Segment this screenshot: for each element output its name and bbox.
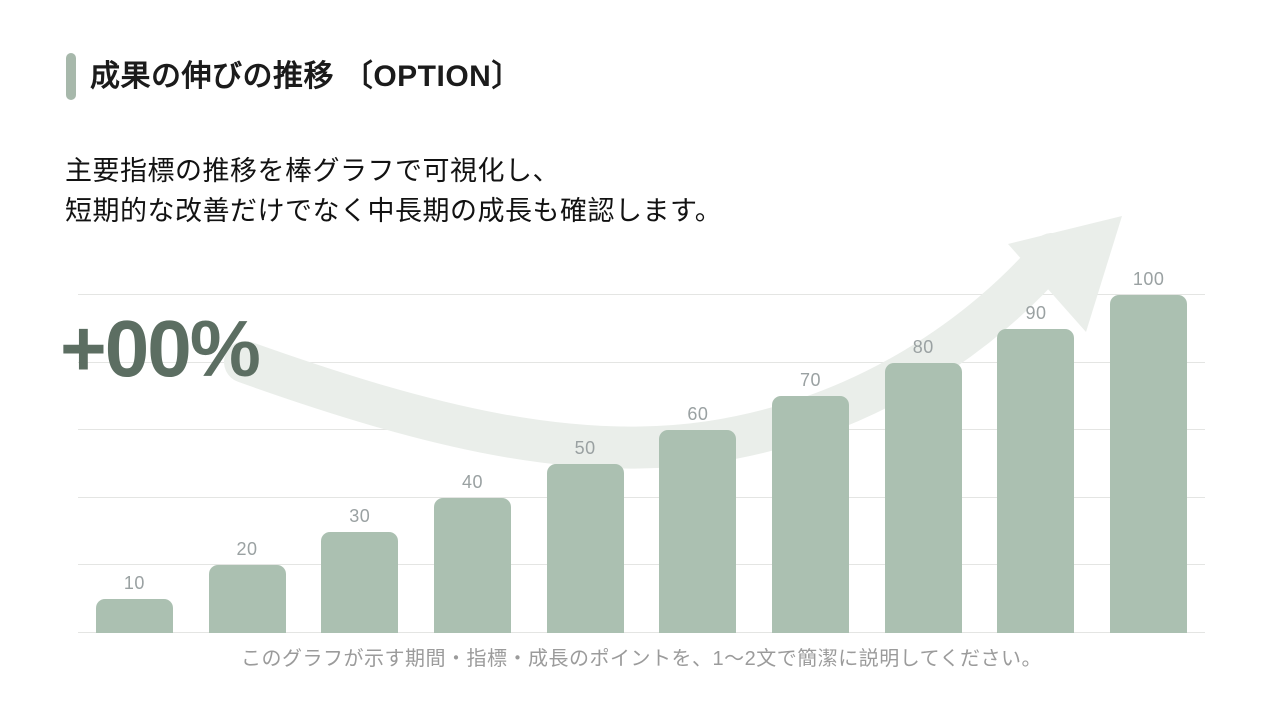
title-accent-bar bbox=[66, 53, 76, 100]
bar-group: 90 bbox=[980, 295, 1093, 633]
bar-group: 60 bbox=[642, 295, 755, 633]
bar: 40 bbox=[433, 472, 511, 633]
bar-value-label: 90 bbox=[1025, 302, 1047, 323]
chart-caption: このグラフが示す期間・指標・成長のポイントを、1〜2文で簡潔に説明してください。 bbox=[240, 648, 1043, 670]
bar: 70 bbox=[772, 370, 850, 633]
bar-value-label: 80 bbox=[912, 336, 934, 357]
bar-value-label: 30 bbox=[349, 505, 371, 526]
body-text: 主要指標の推移を棒グラフで可視化し、 短期的な改善だけでなく中長期の成長も確認し… bbox=[65, 151, 722, 231]
bar-value-label: 50 bbox=[574, 438, 596, 458]
bar-group: 50 bbox=[529, 295, 642, 633]
body-line-2: 短期的な改善だけでなく中長期の成長も確認します。 bbox=[65, 196, 723, 226]
page-title: 成果の伸びの推移 〔OPTION〕 bbox=[90, 60, 522, 93]
bar: 10 bbox=[95, 573, 173, 633]
bar: 90 bbox=[997, 303, 1075, 633]
bar-group: 30 bbox=[303, 295, 416, 633]
bar: 30 bbox=[321, 506, 399, 633]
gridline bbox=[78, 632, 1205, 633]
bar: 100 bbox=[1110, 269, 1188, 633]
bar-value-label: 70 bbox=[800, 370, 822, 391]
gridline bbox=[78, 496, 1205, 498]
bars: 10 20 30 40 50 60 70 80 90 100 bbox=[78, 269, 1205, 633]
body-line-1: 主要指標の推移を棒グラフで可視化し、 bbox=[65, 156, 560, 186]
bar-group: 80 bbox=[867, 295, 980, 633]
bar: 50 bbox=[546, 438, 624, 633]
gridline bbox=[78, 564, 1205, 566]
bar-value-label: 40 bbox=[461, 471, 483, 492]
bar: 60 bbox=[659, 404, 737, 633]
bar: 80 bbox=[884, 337, 962, 633]
bar-group: 40 bbox=[416, 295, 529, 633]
bar-value-label: 20 bbox=[236, 539, 258, 560]
bar-group: 20 bbox=[191, 295, 304, 633]
growth-percentage-text: +00% bbox=[60, 304, 261, 393]
bar-group: 100 bbox=[1092, 269, 1205, 633]
bar-group: 70 bbox=[754, 295, 867, 633]
bar-value-label: 10 bbox=[123, 573, 145, 594]
bar-group: 10 bbox=[78, 295, 191, 633]
bar-value-label: 60 bbox=[687, 404, 709, 425]
bar-value-label: 100 bbox=[1132, 269, 1165, 289]
bar: 20 bbox=[208, 539, 286, 633]
